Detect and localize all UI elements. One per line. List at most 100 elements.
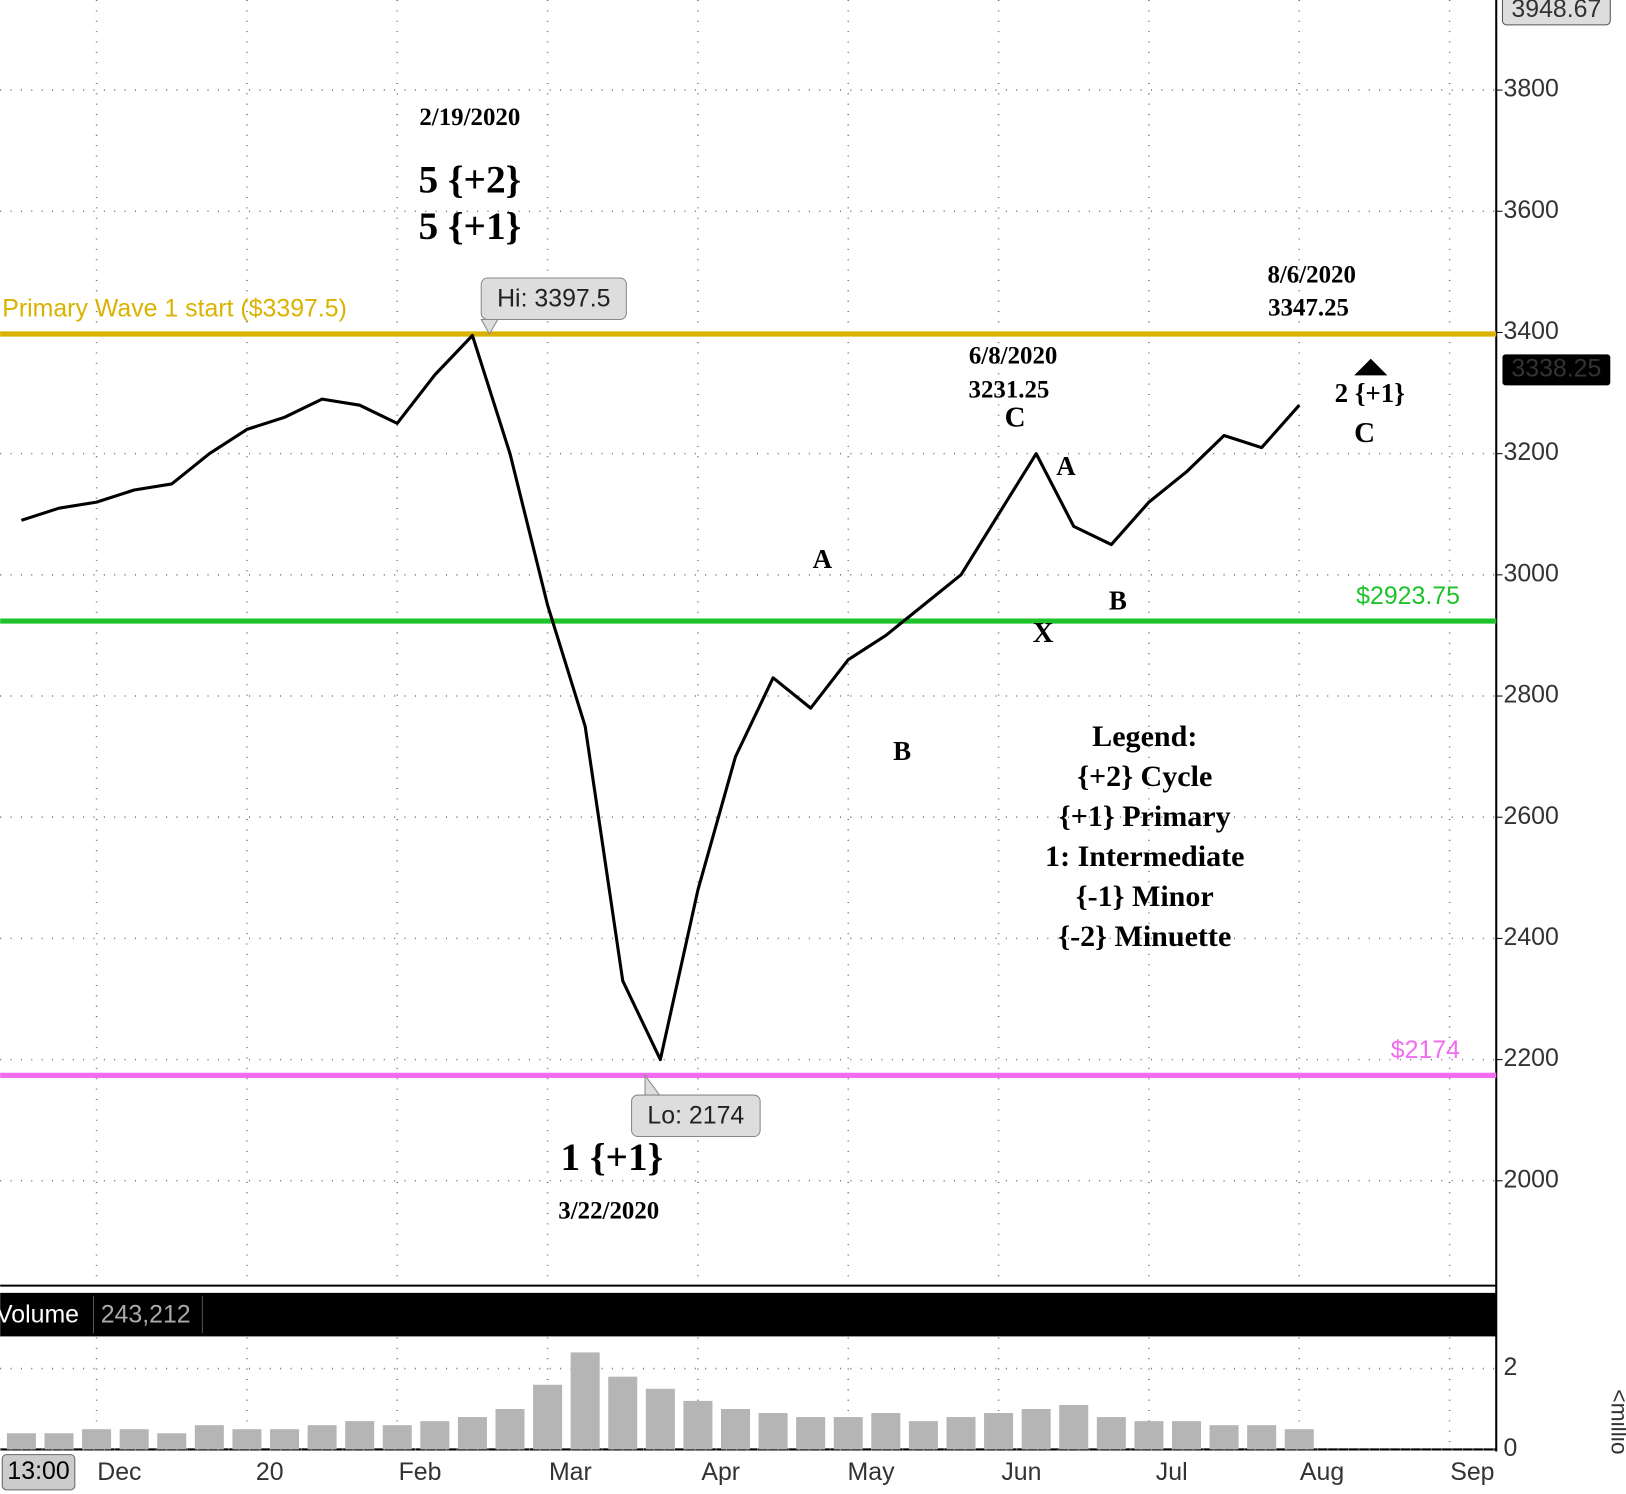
volume-bar (382, 1425, 412, 1450)
x-tick-label: Apr (701, 1458, 740, 1486)
up-arrow (1354, 358, 1388, 376)
volume-bar (232, 1429, 262, 1450)
y-tick-label: 2400 (1503, 923, 1558, 951)
hi-box (480, 277, 627, 320)
volume-bar (570, 1352, 600, 1450)
legend-text: Legend: (1092, 719, 1197, 753)
legend-text: {-2} Minuette (1058, 919, 1231, 953)
x-tick-label: Jul (1156, 1458, 1188, 1486)
x-tick-label: Sep (1450, 1458, 1494, 1486)
legend-text: 1: Intermediate (1045, 839, 1244, 873)
wave-annotation: 5 {+2} (418, 158, 521, 202)
volume-unit: <millio (1607, 1389, 1626, 1454)
lo-label: Lo: 2174 (647, 1101, 744, 1129)
volume-bar (720, 1408, 751, 1450)
legend-text: {+2} Cycle (1077, 759, 1212, 793)
y-range-label: 3948.67 (1511, 0, 1601, 23)
y-tick-label: 3000 (1503, 559, 1558, 587)
level-label: $2174 (1391, 1036, 1460, 1064)
volume-bar (1134, 1421, 1164, 1450)
wave-annotation: X (1033, 617, 1054, 649)
volume-bar (683, 1400, 713, 1450)
lo-box (631, 1094, 761, 1138)
wave-annotation: 8/6/2020 (1267, 262, 1355, 289)
volume-bar (6, 1433, 36, 1450)
legend-text: {+1} Primary (1059, 799, 1231, 833)
volume-bar (194, 1425, 224, 1450)
volume-bar (871, 1413, 901, 1450)
wave-annotation: C (1354, 417, 1375, 449)
x-tick-label: Feb (399, 1458, 442, 1486)
volume-bar (946, 1417, 976, 1450)
volume-bar (608, 1376, 638, 1450)
wave-annotation: A (813, 544, 833, 574)
volume-bar (44, 1433, 74, 1450)
y-tick-label: 2000 (1503, 1165, 1558, 1193)
legend-text: {-1} Minor (1076, 879, 1214, 913)
wave-annotation: 6/8/2020 (969, 342, 1057, 369)
time-label: 13:00 (7, 1457, 69, 1485)
y-tick-label: 2200 (1503, 1044, 1558, 1072)
volume-bar (269, 1429, 300, 1450)
wave-annotation: 2 {+1} (1335, 378, 1405, 408)
volume-bar (457, 1417, 487, 1450)
y-tick-label: 3600 (1503, 196, 1558, 224)
y-tick-label: 3800 (1503, 75, 1558, 103)
volume-header (0, 1292, 1497, 1337)
volume-bar (157, 1433, 187, 1450)
wave-annotation: B (1109, 586, 1127, 616)
volume-bar (1247, 1425, 1277, 1450)
wave-annotation: 2/19/2020 (419, 104, 520, 131)
volume-bar (1284, 1429, 1314, 1450)
last-price: 3338.25 (1511, 354, 1601, 382)
volume-bar (1059, 1404, 1089, 1450)
y-tick-label: 3400 (1503, 317, 1558, 345)
x-tick-label: Aug (1300, 1458, 1344, 1486)
volume-bar (420, 1421, 450, 1450)
wave-annotation: C (1005, 402, 1026, 434)
wave-annotation: B (893, 736, 911, 766)
volume-bar (533, 1384, 563, 1450)
volume-bar (796, 1417, 826, 1450)
wave-annotation: 3/22/2020 (558, 1198, 659, 1225)
volume-bar (1021, 1408, 1051, 1450)
x-tick-label: Jun (1001, 1458, 1041, 1486)
x-tick-label: Mar (549, 1458, 592, 1486)
wave-annotation: 3231.25 (969, 377, 1050, 404)
volume-bar (1209, 1425, 1239, 1450)
x-tick-label: Dec (97, 1458, 141, 1486)
x-tick-label: May (848, 1458, 896, 1486)
x-tick-label: 20 (256, 1458, 284, 1486)
wave-annotation: 5 {+1} (418, 204, 521, 248)
volume-bar (758, 1413, 788, 1450)
volume-label: Volume (0, 1300, 79, 1328)
volume-bar (984, 1413, 1014, 1450)
volume-bar (82, 1429, 112, 1450)
last-price-box (1502, 354, 1611, 386)
y-tick-label: 2600 (1503, 802, 1558, 830)
volume-bar (345, 1421, 375, 1450)
volume-bar (645, 1388, 675, 1450)
time-box (1, 1454, 76, 1491)
wave-annotation: 3347.25 (1268, 295, 1349, 322)
level-label: Primary Wave 1 start ($3397.5) (2, 295, 347, 323)
price-line (20, 333, 1301, 1062)
volume-tick-label: 0 (1503, 1434, 1517, 1462)
range-box (1501, 0, 1611, 26)
volume-bar (1171, 1421, 1202, 1450)
volume-bar (1096, 1417, 1126, 1450)
volume-bar (833, 1417, 863, 1450)
volume-bar (307, 1425, 337, 1450)
y-tick-label: 2800 (1503, 681, 1558, 709)
volume-last: 243,212 (101, 1300, 191, 1328)
volume-bar (495, 1408, 525, 1450)
volume-bar (908, 1421, 938, 1450)
wave-annotation: 1 {+1} (561, 1135, 664, 1179)
hi-label: Hi: 3397.5 (497, 284, 610, 312)
level-label: $2923.75 (1356, 582, 1460, 610)
volume-bar (119, 1429, 149, 1450)
y-tick-label: 3200 (1503, 438, 1558, 466)
price-axis-panel (1496, 0, 1626, 1494)
